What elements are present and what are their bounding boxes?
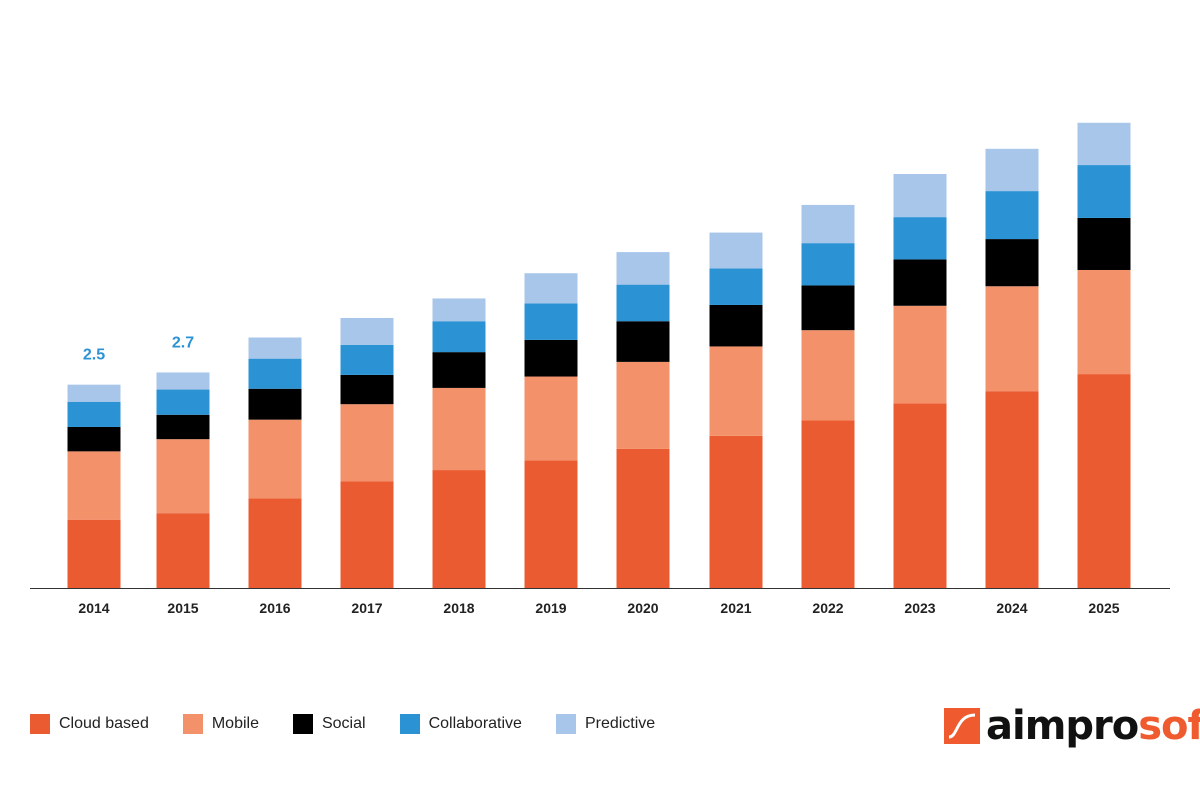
bar-social-2021 (709, 304, 763, 347)
bar-social-2016 (248, 388, 302, 420)
x-tick-label-2023: 2023 (904, 600, 935, 616)
legend-swatch-predictive (555, 714, 576, 734)
x-tick-label-2016: 2016 (259, 600, 290, 616)
bar-predictive-2025 (1077, 122, 1131, 166)
bar-cloud-based-2022 (801, 420, 855, 588)
bar-mobile-2016 (248, 419, 302, 499)
bar-cloud-based-2014 (67, 519, 121, 588)
bar-mobile-2017 (340, 404, 394, 482)
bar-predictive-2019 (524, 273, 578, 304)
bar-predictive-2020 (616, 252, 670, 285)
bar-collaborative-2023 (893, 217, 947, 260)
bar-social-2018 (432, 352, 486, 388)
bar-collaborative-2018 (432, 321, 486, 353)
legend-label-mobile: Mobile (211, 715, 259, 732)
bar-social-2015 (156, 414, 210, 440)
bar-collaborative-2024 (985, 191, 1039, 240)
legend-item-predictive: Predictive (555, 714, 656, 734)
bar-collaborative-2014 (67, 401, 121, 427)
bar-cloud-based-2018 (432, 470, 486, 588)
x-tick-label-2024: 2024 (996, 600, 1027, 616)
bar-predictive-2021 (709, 232, 763, 269)
bar-collaborative-2021 (709, 268, 763, 305)
bar-collaborative-2017 (340, 344, 394, 375)
bar-collaborative-2019 (524, 303, 578, 340)
logo-wordmark: aimprosoft (986, 703, 1200, 749)
x-tick-label-2014: 2014 (78, 600, 109, 616)
bar-predictive-2017 (340, 317, 394, 345)
bar-cloud-based-2025 (1077, 374, 1131, 588)
bar-cloud-based-2016 (248, 498, 302, 588)
legend-item-social: Social (292, 714, 366, 734)
bar-social-2024 (985, 239, 1039, 287)
bar-social-2025 (1077, 217, 1131, 270)
x-tick-label-2019: 2019 (535, 600, 566, 616)
x-tick-label-2021: 2021 (720, 600, 751, 616)
bar-predictive-2015 (156, 372, 210, 390)
bar-cloud-based-2020 (616, 448, 670, 588)
data-label-2015: 2.7 (172, 334, 194, 351)
chart-legend: Cloud based Mobile Social Collaborative … (30, 714, 689, 734)
legend-label-cloud-based: Cloud based (59, 715, 149, 732)
bar-mobile-2019 (524, 376, 578, 461)
bar-mobile-2018 (432, 387, 486, 471)
bar-cloud-based-2017 (340, 481, 394, 588)
bar-collaborative-2025 (1077, 165, 1131, 218)
bar-social-2014 (67, 426, 121, 452)
bar-social-2019 (524, 339, 578, 377)
aimprosoft-logo: aimprosoft (944, 704, 1200, 748)
legend-item-mobile: Mobile (182, 714, 259, 734)
bar-mobile-2014 (67, 451, 121, 520)
bar-social-2017 (340, 374, 394, 405)
bar-social-2022 (801, 285, 855, 331)
x-tick-label-2015: 2015 (167, 600, 198, 616)
legend-swatch-collaborative (399, 714, 420, 734)
bar-mobile-2015 (156, 439, 210, 514)
legend-swatch-cloud-based (30, 714, 50, 734)
legend-item-cloud-based: Cloud based (30, 714, 149, 734)
bar-cloud-based-2015 (156, 513, 210, 588)
legend-label-social: Social (321, 715, 366, 732)
bar-social-2020 (616, 321, 670, 362)
x-tick-label-2022: 2022 (812, 600, 843, 616)
logo-mark-icon (944, 708, 980, 744)
bar-predictive-2016 (248, 337, 302, 359)
legend-item-collaborative: Collaborative (399, 714, 522, 734)
bar-mobile-2024 (985, 286, 1039, 392)
x-tick-label-2020: 2020 (627, 600, 658, 616)
bar-mobile-2022 (801, 330, 855, 421)
bar-predictive-2023 (893, 174, 947, 218)
bar-collaborative-2020 (616, 284, 670, 322)
legend-swatch-social (292, 714, 313, 734)
data-label-2014: 2.5 (83, 347, 105, 364)
x-tick-label-2017: 2017 (351, 600, 382, 616)
bar-predictive-2018 (432, 298, 486, 322)
bar-mobile-2021 (709, 346, 763, 436)
bar-predictive-2022 (801, 204, 855, 244)
bar-mobile-2023 (893, 305, 947, 404)
bar-mobile-2025 (1077, 269, 1131, 375)
bar-predictive-2024 (985, 148, 1039, 192)
x-tick-label-2025: 2025 (1088, 600, 1119, 616)
legend-label-predictive: Predictive (584, 715, 656, 732)
bar-cloud-based-2019 (524, 460, 578, 588)
bar-social-2023 (893, 259, 947, 306)
bar-cloud-based-2024 (985, 391, 1039, 588)
x-tick-label-2018: 2018 (443, 600, 474, 616)
legend-label-collaborative: Collaborative (428, 715, 522, 732)
stacked-bar-chart: 2014 2015 2016 2017 2018 2019 2020 2021 2022 2023… (30, 122, 1170, 616)
bar-predictive-2014 (67, 384, 121, 402)
bar-collaborative-2015 (156, 389, 210, 415)
bar-collaborative-2016 (248, 358, 302, 389)
bar-cloud-based-2021 (709, 435, 763, 588)
bar-mobile-2020 (616, 361, 670, 449)
legend-swatch-mobile (182, 714, 203, 734)
bar-cloud-based-2023 (893, 403, 947, 588)
bar-collaborative-2022 (801, 243, 855, 286)
